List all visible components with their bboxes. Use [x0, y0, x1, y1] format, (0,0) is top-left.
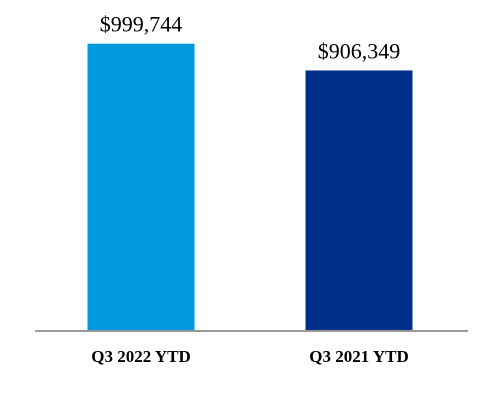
- value-label-1: $999,744: [100, 12, 183, 37]
- category-label-1: Q3 2022 YTD: [91, 347, 191, 366]
- value-label-2: $906,349: [318, 38, 401, 63]
- bar-1: [87, 43, 195, 331]
- category-labels-group: Q3 2022 YTD Q3 2021 YTD: [91, 347, 409, 366]
- category-label-2: Q3 2021 YTD: [309, 347, 409, 366]
- bars-group: [87, 43, 413, 331]
- value-labels-group: $999,744 $906,349: [100, 12, 401, 64]
- bar-2: [305, 70, 413, 331]
